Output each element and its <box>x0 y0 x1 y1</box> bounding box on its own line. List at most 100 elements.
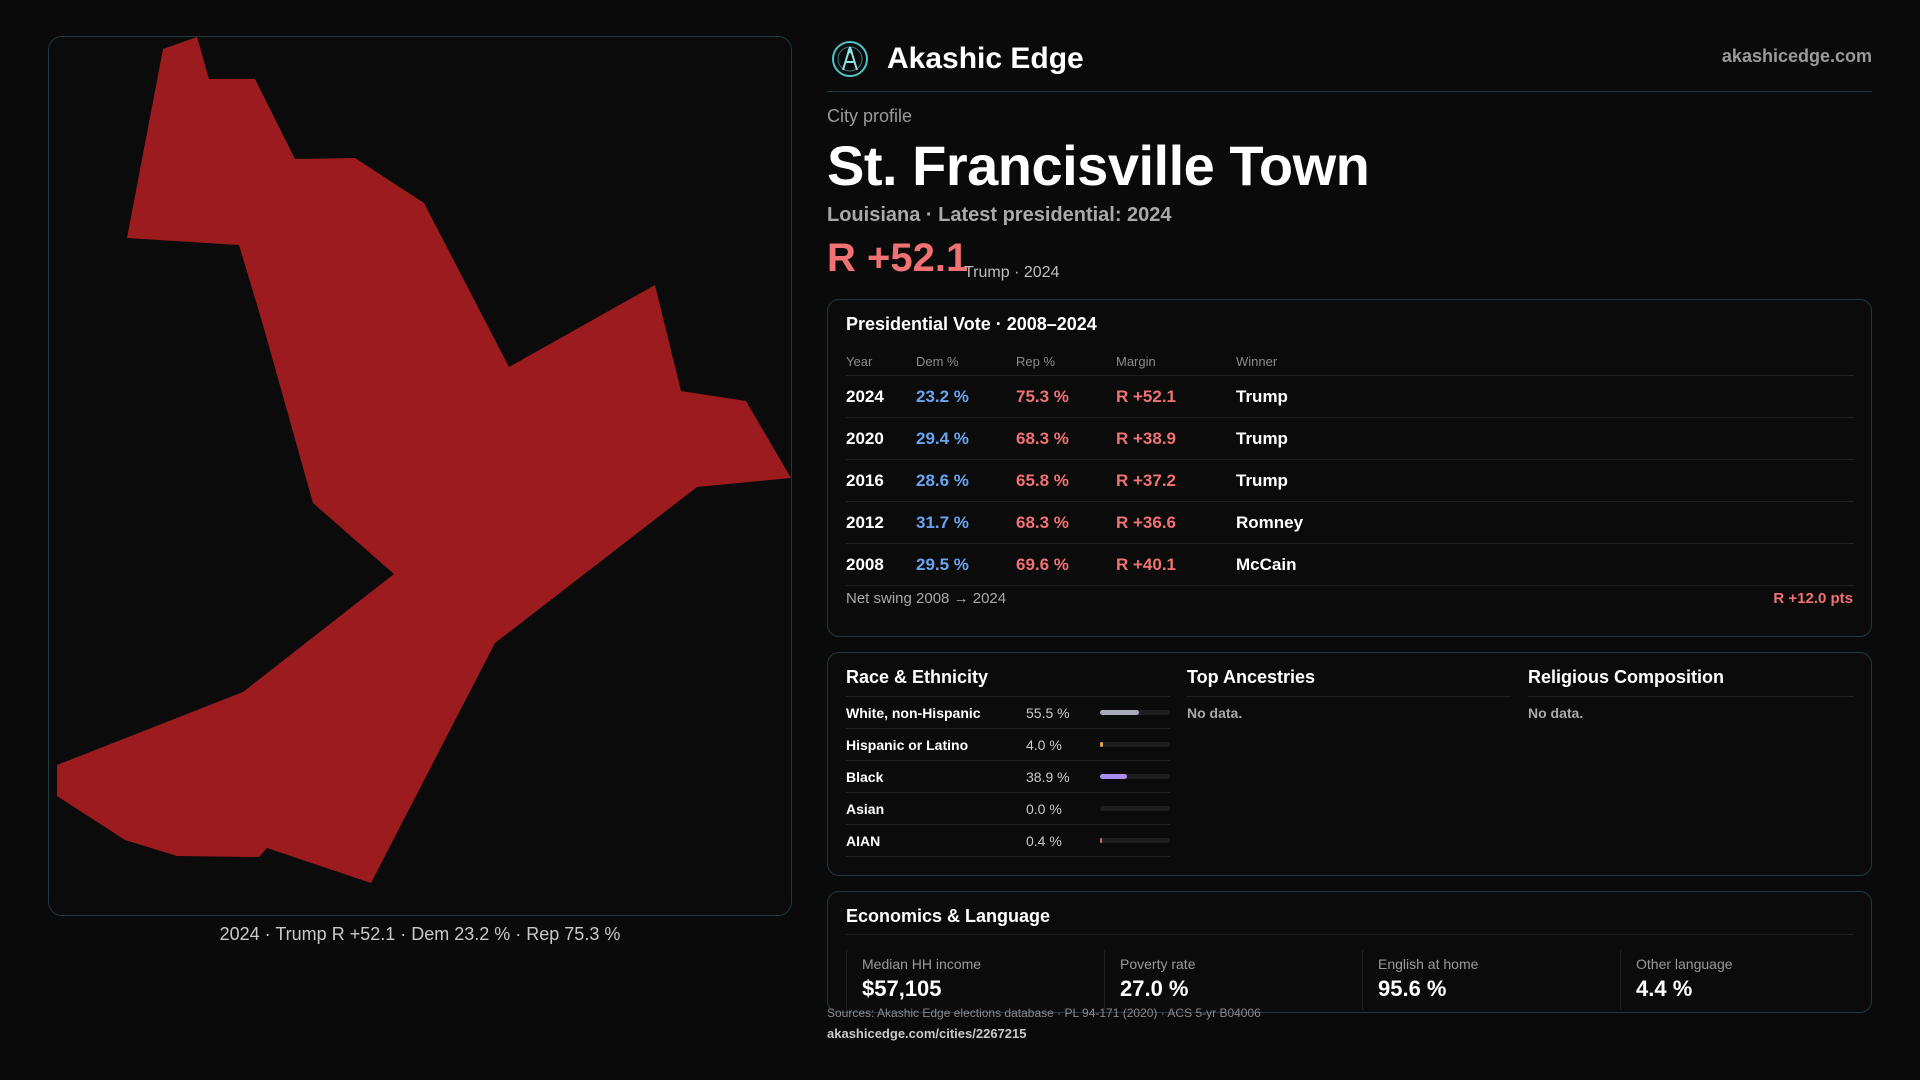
race-bar-fill <box>1100 774 1127 779</box>
stat-median-income: Median HH income $57,105 <box>846 950 1086 1010</box>
net-swing-value: R +12.0 pts <box>1773 590 1853 607</box>
stat-english-at-home: English at home 95.6 % <box>1362 950 1602 1010</box>
sources-note: Sources: Akashic Edge elections database… <box>827 1006 1261 1020</box>
religious-composition-section: Religious Composition No data. <box>1528 667 1854 721</box>
col-header-year: Year <box>846 354 873 369</box>
stat-value: 27.0 % <box>1120 976 1189 1001</box>
cell-rep: 68.3 % <box>1016 428 1069 448</box>
profile-panel: Akashic Edge akashicedge.com City profil… <box>827 0 1872 1080</box>
race-pct: 0.0 % <box>1026 800 1062 817</box>
city-map-panel <box>48 36 792 916</box>
cell-winner: Trump <box>1236 428 1288 448</box>
page-title: St. Francisville Town <box>827 134 1370 197</box>
col-header-rep: Rep % <box>1016 354 1056 369</box>
race-pct: 55.5 % <box>1026 704 1070 721</box>
demographics-card: Race & Ethnicity White, non-Hispanic 55.… <box>827 652 1872 876</box>
cell-margin: R +36.6 <box>1116 512 1177 532</box>
brand-bar: Akashic Edge akashicedge.com <box>827 36 1872 92</box>
race-label: Asian <box>846 800 885 817</box>
race-bar <box>1100 806 1170 811</box>
stat-value: 4.4 % <box>1636 976 1693 1001</box>
stat-label: Poverty rate <box>1120 956 1196 972</box>
cell-margin: R +52.1 <box>1116 386 1177 406</box>
race-pct: 4.0 % <box>1026 736 1062 753</box>
page-url-link[interactable]: akashicedge.com/cities/2267215 <box>827 1026 1027 1041</box>
race-bar <box>1100 742 1170 747</box>
race-bar-fill <box>1100 710 1139 715</box>
cell-dem: 23.2 % <box>916 386 969 406</box>
brand-name: Akashic Edge <box>887 42 1084 75</box>
race-row: Black 38.9 % <box>846 761 1170 793</box>
city-boundary-map <box>57 37 791 883</box>
race-row: Asian 0.0 % <box>846 793 1170 825</box>
economics-card-title: Economics & Language <box>846 906 1051 926</box>
headline-margin-note: Trump · 2024 <box>964 264 1060 281</box>
akashic-edge-logo-icon <box>832 41 868 77</box>
divider <box>846 934 1853 935</box>
table-row: 2008 29.5 % 69.6 % R +40.1 McCain <box>846 544 1854 586</box>
race-pct: 38.9 % <box>1026 768 1070 785</box>
net-swing-row: Net swing 2008 → 2024 R +12.0 pts <box>846 590 1853 607</box>
stat-value: 95.6 % <box>1378 976 1447 1001</box>
cell-margin: R +38.9 <box>1116 428 1177 448</box>
net-swing-label: Net swing 2008 → 2024 <box>846 590 1007 607</box>
race-label: AIAN <box>846 832 881 849</box>
race-label: White, non-Hispanic <box>846 704 981 721</box>
cell-dem: 29.4 % <box>916 428 969 448</box>
race-bar-fill <box>1100 838 1102 843</box>
race-section-title: Race & Ethnicity <box>846 667 1170 697</box>
ancestries-section-title: Top Ancestries <box>1187 667 1511 697</box>
race-row: Hispanic or Latino 4.0 % <box>846 729 1170 761</box>
cell-rep: 68.3 % <box>1016 512 1069 532</box>
economics-language-card: Economics & Language Median HH income $5… <box>827 891 1872 1013</box>
table-header-row: Year Dem % Rep % Margin Winner <box>846 348 1854 376</box>
cell-margin: R +37.2 <box>1116 470 1177 490</box>
cell-winner: Trump <box>1236 470 1288 490</box>
headline-margin: R +52.1 <box>827 236 969 280</box>
stat-other-language: Other language 4.4 % <box>1620 950 1850 1010</box>
race-pct: 0.4 % <box>1026 832 1062 849</box>
race-label: Hispanic or Latino <box>846 736 969 753</box>
ancestries-empty-text: No data. <box>1187 705 1243 721</box>
cell-year: 2024 <box>846 386 884 406</box>
cell-rep: 69.6 % <box>1016 554 1069 574</box>
cell-rep: 65.8 % <box>1016 470 1069 490</box>
stat-poverty-rate: Poverty rate 27.0 % <box>1104 950 1344 1010</box>
vote-table: Year Dem % Rep % Margin Winner 2024 23.2… <box>846 348 1854 586</box>
cell-dem: 28.6 % <box>916 470 969 490</box>
presidential-vote-card: Presidential Vote · 2008–2024 Year Dem %… <box>827 299 1872 637</box>
cell-year: 2020 <box>846 428 884 448</box>
stat-value: $57,105 <box>862 976 942 1001</box>
page-eyebrow: City profile <box>827 106 913 126</box>
vote-card-title: Presidential Vote · 2008–2024 <box>846 314 1097 334</box>
cell-year: 2016 <box>846 470 884 490</box>
cell-winner: Romney <box>1236 512 1304 532</box>
race-bar <box>1100 710 1170 715</box>
cell-dem: 29.5 % <box>916 554 969 574</box>
cell-year: 2008 <box>846 554 884 574</box>
table-row: 2012 31.7 % 68.3 % R +36.6 Romney <box>846 502 1854 544</box>
col-header-margin: Margin <box>1116 354 1156 369</box>
col-header-dem: Dem % <box>916 354 959 369</box>
table-row: 2020 29.4 % 68.3 % R +38.9 Trump <box>846 418 1854 460</box>
map-caption: 2024 · Trump R +52.1 · Dem 23.2 % · Rep … <box>219 924 621 944</box>
religion-section-title: Religious Composition <box>1528 667 1854 697</box>
col-header-winner: Winner <box>1236 354 1278 369</box>
cell-dem: 31.7 % <box>916 512 969 532</box>
race-row: White, non-Hispanic 55.5 % <box>846 697 1170 729</box>
race-bar <box>1100 774 1170 779</box>
stat-label: Other language <box>1636 956 1733 972</box>
table-row: 2024 23.2 % 75.3 % R +52.1 Trump <box>846 376 1854 418</box>
race-label: Black <box>846 768 884 785</box>
race-bar <box>1100 838 1170 843</box>
cell-winner: Trump <box>1236 386 1288 406</box>
race-bar-fill <box>1100 742 1103 747</box>
cell-winner: McCain <box>1236 554 1297 574</box>
race-ethnicity-section: Race & Ethnicity White, non-Hispanic 55.… <box>846 667 1170 857</box>
table-row: 2016 28.6 % 65.8 % R +37.2 Trump <box>846 460 1854 502</box>
brand-url-link[interactable]: akashicedge.com <box>1721 46 1872 66</box>
stat-label: English at home <box>1378 956 1479 972</box>
stat-label: Median HH income <box>862 956 982 972</box>
religion-empty-text: No data. <box>1528 705 1584 721</box>
cell-rep: 75.3 % <box>1016 386 1069 406</box>
